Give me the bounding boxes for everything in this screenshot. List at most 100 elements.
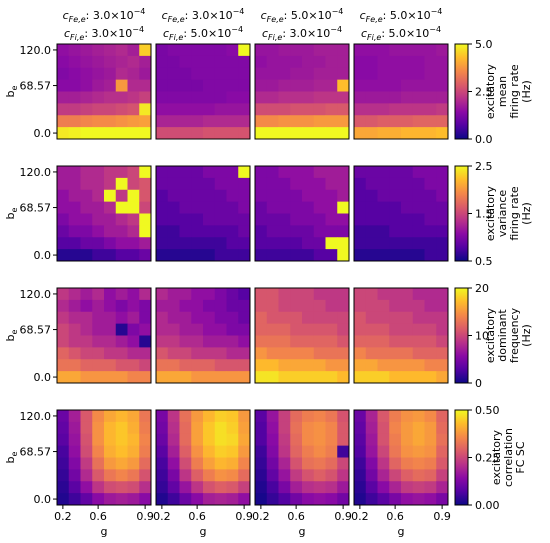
heatmap-cell [115,323,128,336]
heatmap-cell [167,67,180,81]
heatmap-cell [127,371,140,384]
heatmap-cell [436,177,449,191]
heatmap-cell [365,481,378,494]
heatmap-cell [68,469,81,482]
heatmap-cell [354,433,367,447]
heatmap-cell [80,249,93,262]
heatmap-cell [302,469,315,482]
heatmap-cell [401,67,414,81]
heatmap-cell [302,67,315,81]
heatmap-cell [191,323,204,336]
heatmap-cell [104,445,117,458]
heatmap-cell [377,359,390,372]
heatmap-cell [337,457,350,470]
heatmap-cell [214,67,227,81]
heatmap-panel-r0-c2 [254,43,350,140]
x-tick-label: 0.2 [252,510,270,523]
heatmap-cell [92,493,105,506]
heatmap-cell [278,189,291,203]
heatmap-cell [57,299,70,313]
heatmap-cell [436,299,449,313]
heatmap-cell [191,457,204,470]
heatmap-cell [226,359,239,372]
y-tick-label: 120.0 [20,288,52,301]
heatmap-cell [266,91,279,104]
heatmap-cell [68,433,81,447]
heatmap-cell [325,371,338,384]
heatmap-cell [226,299,239,313]
heatmap-cell [238,189,251,203]
heatmap-cell [156,347,169,360]
heatmap-cell [377,115,390,128]
y-tick-label: 68.57 [20,324,52,337]
heatmap-cell [104,225,117,238]
heatmap-cell [290,469,303,482]
heatmap-cell [139,213,152,226]
heatmap-cell [255,323,268,336]
heatmap-cell [57,311,70,325]
heatmap-cell [179,103,192,116]
column-title-fi-3: cFi,e: 5.0×10−4 [361,25,441,42]
heatmap-cell [92,469,105,482]
panel-frame [56,409,152,506]
heatmap-panel-r2-c1 [155,287,251,384]
heatmap-cell [365,311,378,325]
heatmap-cell [80,213,93,226]
heatmap-cell [255,91,268,104]
heatmap-cell [167,213,180,226]
heatmap-cell [401,481,414,494]
heatmap-cell [139,433,152,447]
heatmap-cell [191,469,204,482]
heatmap-cell [115,103,128,116]
heatmap-cell [313,67,326,81]
heatmap-cell [389,371,402,384]
heatmap-cell [179,237,192,250]
heatmap-cell [424,445,437,458]
heatmap-cell [115,371,128,384]
colorbar-tick-label: 0.0 [475,133,493,146]
heatmap-cell [139,288,152,301]
heatmap-cell [191,299,204,313]
x-tick-label: 0.6 [89,510,107,523]
heatmap-cell [203,213,216,226]
heatmap-cell [156,481,169,494]
heatmap-cell [337,359,350,372]
heatmap-cell [325,493,338,506]
heatmap-cell [266,335,279,348]
y-tick-label: 120.0 [20,44,52,57]
heatmap-cell [167,469,180,482]
heatmap-cell [104,115,117,128]
heatmap-cell [302,335,315,348]
heatmap-cell [389,249,402,262]
heatmap-cell [401,323,414,336]
heatmap-cell [354,299,367,313]
heatmap-cell [104,299,117,313]
heatmap-cell [167,288,180,301]
heatmap-cell [156,311,169,325]
heatmap-cell [92,225,105,238]
heatmap-cell [290,445,303,458]
heatmap-cell [412,91,425,104]
panel-frame [353,287,449,384]
heatmap-cell [255,421,268,435]
heatmap-cell [389,335,402,348]
heatmap-cell [115,55,128,69]
heatmap-cell [389,445,402,458]
heatmap-cell [365,213,378,226]
heatmap-cell [412,311,425,325]
heatmap-cell [302,225,315,238]
heatmap-cell [365,457,378,470]
heatmap-cell [278,103,291,116]
heatmap-cell [401,115,414,128]
heatmap-cell [92,91,105,104]
heatmap-cell [139,421,152,435]
heatmap-cell [68,91,81,104]
heatmap-cell [226,225,239,238]
heatmap-cell [238,433,251,447]
heatmap-cell [68,249,81,262]
heatmap-cell [226,249,239,262]
heatmap-cell [278,457,291,470]
y-axis-label: be [4,207,19,219]
heatmap-cell [92,79,105,92]
heatmap-cell [191,189,204,203]
